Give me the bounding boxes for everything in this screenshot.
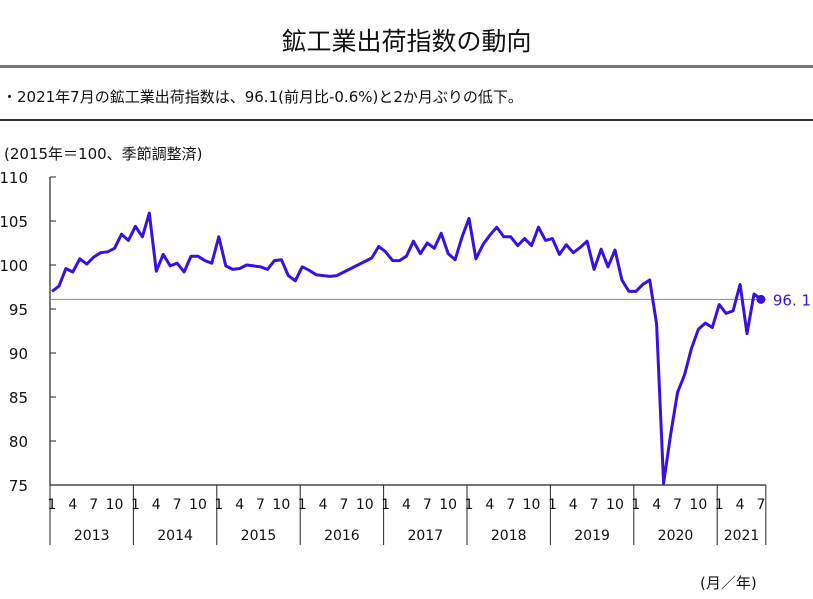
x-unit-label: (月／年) xyxy=(700,574,757,592)
month-tick-label: 7 xyxy=(423,497,432,513)
month-tick-label: 1 xyxy=(631,497,640,513)
year-label: 2016 xyxy=(324,528,360,544)
month-tick-label: 4 xyxy=(68,497,77,513)
year-label: 2020 xyxy=(658,528,694,544)
month-tick-label: 1 xyxy=(381,497,390,513)
y-tick-label: 90 xyxy=(9,345,28,363)
month-tick-label: 10 xyxy=(272,497,290,513)
month-tick-label: 7 xyxy=(673,497,682,513)
month-tick-label: 1 xyxy=(131,497,140,513)
month-tick-label: 4 xyxy=(652,497,661,513)
month-tick-label: 4 xyxy=(152,497,161,513)
month-tick-label: 7 xyxy=(590,497,599,513)
y-tick-label: 80 xyxy=(9,433,28,451)
year-label: 2013 xyxy=(74,528,110,544)
title-divider xyxy=(0,65,813,68)
month-tick-label: 10 xyxy=(689,497,707,513)
y-tick-label: 85 xyxy=(9,389,28,407)
month-tick-label: 1 xyxy=(548,497,557,513)
summary-text: ・2021年7月の鉱工業出荷指数は、96.1(前月比-0.6%)と2か月ぶりの低… xyxy=(2,88,523,106)
month-tick-label: 7 xyxy=(256,497,265,513)
month-tick-label: 10 xyxy=(356,497,374,513)
page-title: 鉱工業出荷指数の動向 xyxy=(281,27,532,56)
month-tick-label: 4 xyxy=(402,497,411,513)
y-tick-label: 100 xyxy=(0,257,28,275)
month-tick-label: 1 xyxy=(465,497,474,513)
year-label: 2021 xyxy=(724,528,760,544)
y-unit-label: (2015年＝100、季節調整済) xyxy=(4,145,203,163)
y-tick-label: 95 xyxy=(9,301,28,319)
year-label: 2017 xyxy=(407,528,443,544)
month-tick-label: 1 xyxy=(298,497,307,513)
summary-divider xyxy=(0,119,813,121)
last-value-label: 96. 1 xyxy=(773,291,811,309)
year-label: 2019 xyxy=(574,528,610,544)
y-tick-label: 75 xyxy=(9,477,28,495)
month-tick-label: 7 xyxy=(89,497,98,513)
series-line xyxy=(51,211,762,485)
year-label: 2014 xyxy=(157,528,193,544)
month-tick-label: 10 xyxy=(439,497,457,513)
month-tick-label: 7 xyxy=(339,497,348,513)
month-tick-label: 7 xyxy=(756,497,765,513)
month-tick-label: 4 xyxy=(235,497,244,513)
month-tick-label: 10 xyxy=(606,497,624,513)
month-tick-label: 7 xyxy=(506,497,515,513)
month-tick-label: 4 xyxy=(485,497,494,513)
month-tick-label: 4 xyxy=(319,497,328,513)
month-tick-label: 7 xyxy=(173,497,182,513)
year-label: 2015 xyxy=(241,528,277,544)
month-tick-label: 10 xyxy=(523,497,541,513)
y-tick-label: 105 xyxy=(0,213,28,231)
month-tick-label: 1 xyxy=(214,497,223,513)
y-tick-label: 110 xyxy=(0,169,28,187)
month-tick-label: 1 xyxy=(48,497,57,513)
month-tick-label: 4 xyxy=(569,497,578,513)
year-label: 2018 xyxy=(491,528,527,544)
month-tick-label: 1 xyxy=(715,497,724,513)
month-tick-label: 10 xyxy=(106,497,124,513)
last-point-marker xyxy=(756,294,766,304)
month-tick-label: 4 xyxy=(736,497,745,513)
month-tick-label: 10 xyxy=(189,497,207,513)
